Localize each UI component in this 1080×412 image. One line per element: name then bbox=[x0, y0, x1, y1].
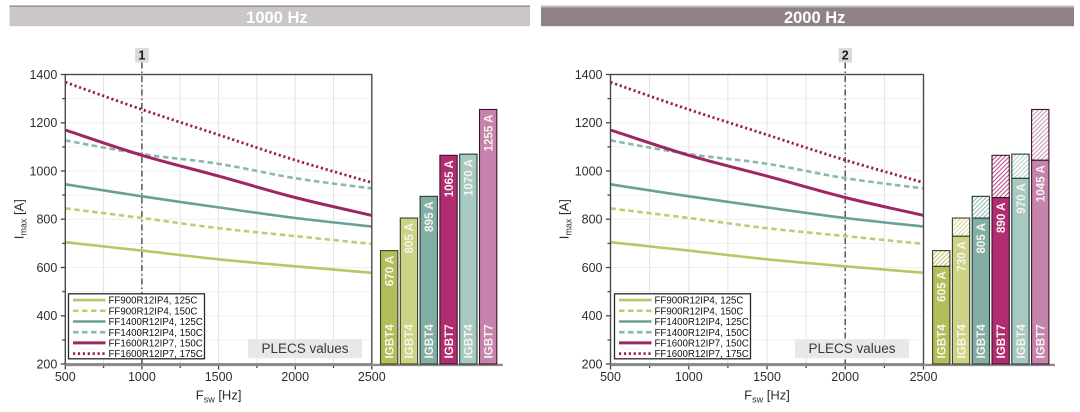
svg-text:FF1400R12IP4, 125C: FF1400R12IP4, 125C bbox=[655, 317, 749, 328]
svg-text:1000: 1000 bbox=[575, 164, 603, 178]
svg-text:IGBT4: IGBT4 bbox=[383, 324, 396, 359]
svg-text:500: 500 bbox=[600, 370, 621, 384]
svg-text:600: 600 bbox=[582, 261, 603, 275]
svg-text:1000: 1000 bbox=[29, 164, 57, 178]
svg-text:670 A: 670 A bbox=[383, 255, 396, 286]
svg-text:1500: 1500 bbox=[753, 370, 781, 384]
svg-text:1200: 1200 bbox=[575, 116, 603, 130]
svg-text:1045 A: 1045 A bbox=[1035, 164, 1048, 202]
svg-text:PLECS values: PLECS values bbox=[808, 341, 895, 356]
svg-text:1200: 1200 bbox=[29, 116, 57, 130]
svg-text:400: 400 bbox=[582, 309, 603, 323]
svg-text:2000: 2000 bbox=[281, 370, 309, 384]
svg-text:IGBT4: IGBT4 bbox=[955, 324, 968, 359]
svg-text:805 A: 805 A bbox=[403, 222, 416, 253]
svg-text:2: 2 bbox=[842, 48, 849, 62]
svg-text:1065 A: 1065 A bbox=[443, 160, 456, 198]
svg-text:IGBT4: IGBT4 bbox=[975, 324, 988, 359]
svg-text:FF1400R12IP4, 150C: FF1400R12IP4, 150C bbox=[109, 328, 203, 339]
svg-text:895 A: 895 A bbox=[423, 201, 436, 232]
svg-text:730 A: 730 A bbox=[955, 240, 968, 271]
svg-text:FF900R12IP4, 125C: FF900R12IP4, 125C bbox=[655, 296, 744, 307]
svg-text:1070 A: 1070 A bbox=[463, 158, 476, 196]
svg-text:2500: 2500 bbox=[358, 370, 386, 384]
svg-text:FF1400R12IP4, 150C: FF1400R12IP4, 150C bbox=[655, 328, 749, 339]
svg-text:200: 200 bbox=[36, 357, 57, 371]
svg-text:400: 400 bbox=[36, 309, 57, 323]
svg-text:1000 Hz: 1000 Hz bbox=[246, 9, 307, 27]
svg-text:FF1600R12IP7, 150C: FF1600R12IP7, 150C bbox=[109, 339, 203, 350]
svg-text:605 A: 605 A bbox=[936, 271, 949, 302]
svg-text:1000: 1000 bbox=[128, 370, 156, 384]
svg-text:1400: 1400 bbox=[575, 68, 603, 82]
svg-text:PLECS values: PLECS values bbox=[261, 341, 348, 356]
svg-text:FF1600R12IP7, 175C: FF1600R12IP7, 175C bbox=[109, 349, 203, 360]
svg-text:890 A: 890 A bbox=[995, 202, 1008, 233]
svg-text:Fsw [Hz]: Fsw [Hz] bbox=[196, 388, 242, 405]
svg-text:FF900R12IP4, 150C: FF900R12IP4, 150C bbox=[655, 306, 744, 317]
svg-text:IGBT7: IGBT7 bbox=[1035, 324, 1048, 358]
svg-text:FF900R12IP4, 150C: FF900R12IP4, 150C bbox=[109, 306, 198, 317]
svg-text:FF1400R12IP4, 125C: FF1400R12IP4, 125C bbox=[109, 317, 203, 328]
svg-text:IGBT4: IGBT4 bbox=[1015, 324, 1028, 359]
svg-text:2500: 2500 bbox=[910, 370, 938, 384]
svg-text:FF900R12IP4, 125C: FF900R12IP4, 125C bbox=[109, 296, 198, 307]
svg-text:IGBT7: IGBT7 bbox=[995, 324, 1008, 358]
svg-text:IGBT4: IGBT4 bbox=[463, 324, 476, 359]
svg-text:2000: 2000 bbox=[831, 370, 859, 384]
svg-text:1000: 1000 bbox=[675, 370, 703, 384]
svg-text:FF1600R12IP7, 175C: FF1600R12IP7, 175C bbox=[655, 349, 749, 360]
svg-text:500: 500 bbox=[55, 370, 76, 384]
svg-text:IGBT7: IGBT7 bbox=[443, 324, 456, 358]
svg-text:800: 800 bbox=[36, 213, 57, 227]
svg-text:970 A: 970 A bbox=[1015, 183, 1028, 214]
svg-text:600: 600 bbox=[36, 261, 57, 275]
svg-text:1: 1 bbox=[138, 48, 145, 62]
svg-text:2000 Hz: 2000 Hz bbox=[784, 9, 845, 27]
svg-text:IGBT4: IGBT4 bbox=[936, 324, 949, 359]
svg-text:805 A: 805 A bbox=[975, 222, 988, 253]
svg-text:200: 200 bbox=[582, 357, 603, 371]
svg-text:1400: 1400 bbox=[29, 68, 57, 82]
svg-text:FF1600R12IP7, 150C: FF1600R12IP7, 150C bbox=[655, 339, 749, 350]
svg-text:1500: 1500 bbox=[205, 370, 233, 384]
svg-text:IGBT4: IGBT4 bbox=[403, 324, 416, 359]
svg-text:1255 A: 1255 A bbox=[482, 114, 495, 152]
svg-text:IGBT7: IGBT7 bbox=[482, 324, 495, 358]
svg-text:IGBT4: IGBT4 bbox=[423, 324, 436, 359]
svg-text:800: 800 bbox=[582, 213, 603, 227]
svg-text:Fsw [Hz]: Fsw [Hz] bbox=[744, 388, 790, 405]
